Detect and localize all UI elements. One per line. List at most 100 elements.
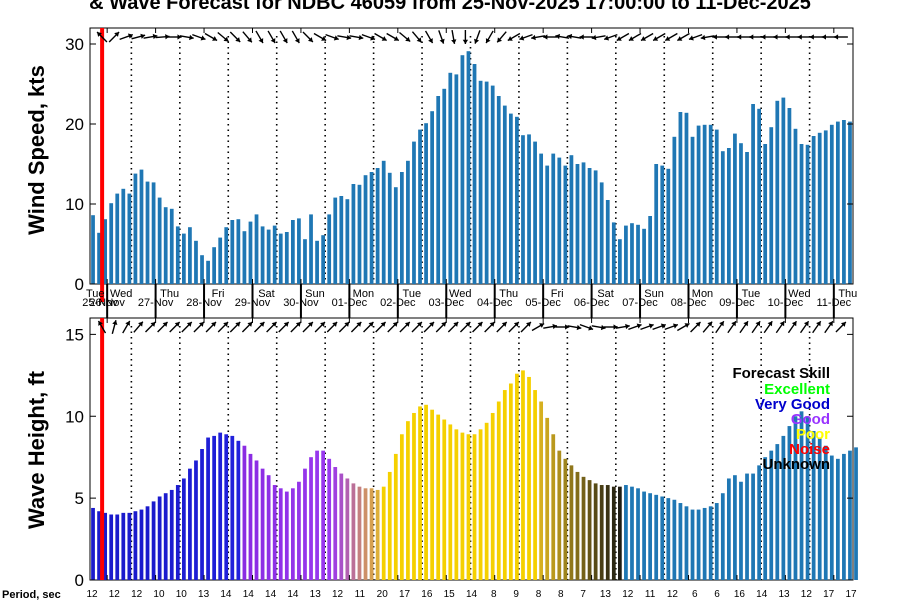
wind-direction-arrow [567, 33, 582, 40]
wind-bar [284, 232, 289, 284]
wind-direction-arrow [192, 33, 206, 41]
wave-direction-arrow [543, 323, 558, 330]
wind-bar [496, 96, 501, 284]
wave-bar [145, 506, 150, 580]
wave-direction-arrow [338, 321, 350, 333]
wind-arrow-head [579, 34, 584, 40]
wind-direction-arrow [229, 31, 241, 43]
wind-arrow-head [821, 34, 826, 40]
wave-bar [448, 424, 453, 580]
wind-bar [593, 170, 598, 284]
wind-bar [636, 224, 640, 284]
wind-bar [714, 129, 719, 284]
wave-direction-arrow [241, 321, 253, 333]
wave-arrow-head [344, 322, 350, 327]
wave-arrow-head [247, 322, 253, 327]
wave-arrow-head [565, 324, 570, 330]
wave-bar [787, 426, 792, 580]
period-value: 14 [220, 589, 232, 600]
day-dow-label: Tue [403, 288, 422, 300]
wind-bar [224, 227, 229, 284]
wind-direction-arrow [616, 32, 630, 42]
wave-direction-arrow [157, 321, 169, 333]
wave-direction-arrow [664, 323, 679, 331]
wind-arrow-head [462, 39, 469, 44]
wind-direction-arrow [809, 34, 824, 40]
period-value: 12 [131, 589, 143, 600]
wave-bar [115, 514, 120, 580]
period-value: 11 [645, 589, 656, 600]
wind-bar [387, 172, 392, 284]
wave-arrow-head [150, 322, 156, 327]
wave-direction-arrow [181, 321, 193, 333]
wave-bar [660, 496, 665, 580]
wave-bar [309, 457, 313, 580]
wave-direction-arrow [217, 321, 229, 333]
wave-y-label: Wave Height, ft [24, 370, 49, 529]
wave-direction-arrow [763, 320, 773, 334]
day-dow-label: Thu [838, 288, 857, 300]
wind-arrow-head [797, 34, 802, 40]
wave-direction-arrow [484, 321, 496, 333]
wind-bar [466, 51, 471, 285]
wave-bar [496, 401, 501, 580]
period-value: 14 [466, 589, 478, 600]
wind-bar [381, 160, 386, 284]
wind-direction-arrow [411, 31, 422, 43]
period-value: 6 [692, 589, 698, 600]
wind-bar [278, 233, 283, 284]
wave-arrow-head [417, 322, 422, 327]
wind-bar [91, 215, 95, 284]
wave-arrow-head [539, 323, 545, 328]
wave-bar [745, 473, 749, 580]
wind-bar [660, 165, 665, 284]
wind-bar [163, 207, 168, 284]
wind-direction-arrow [700, 34, 715, 41]
wave-arrow-head [380, 322, 386, 327]
wind-arrow-head [604, 35, 610, 41]
wave-bar [593, 483, 598, 580]
wind-direction-arrow [519, 33, 533, 41]
legend-entry: Unknown [763, 456, 831, 473]
wind-arrow-head [567, 33, 573, 40]
wave-bar [169, 489, 174, 580]
wind-arrow-head [712, 34, 717, 40]
wind-arrow-head [358, 34, 364, 41]
period-value: 12 [332, 589, 344, 600]
wind-bar [436, 96, 441, 284]
wave-bar [829, 455, 834, 580]
wind-bar [290, 220, 295, 284]
wind-arrow-head [761, 34, 766, 40]
wave-bar [230, 435, 235, 580]
wave-arrow-head [791, 321, 797, 327]
wind-bar [557, 157, 562, 284]
period-value: 13 [198, 589, 210, 600]
wind-bar [345, 199, 350, 284]
wave-bar [103, 512, 108, 580]
wave-bar [690, 509, 695, 580]
wind-bar [726, 148, 731, 284]
wind-bar [115, 193, 120, 284]
wind-bar [563, 165, 568, 284]
wind-direction-arrow [485, 30, 494, 44]
wave-bar [684, 506, 689, 580]
wave-direction-arrow [824, 320, 834, 334]
wave-arrow-head [138, 321, 143, 327]
wind-direction-arrow [543, 34, 558, 40]
wind-direction-arrow [677, 32, 690, 42]
wave-arrow-head [98, 320, 103, 326]
wind-arrow-head [346, 34, 352, 41]
wave-bar [708, 506, 713, 580]
wind-arrow-head [439, 38, 445, 44]
wind-bar [581, 162, 586, 284]
wave-bar [781, 435, 786, 580]
wind-bar [842, 120, 846, 284]
wind-arrow-head [700, 34, 706, 41]
wave-direction-arrow [591, 324, 606, 331]
wind-bar [484, 81, 489, 284]
wind-bar [266, 229, 271, 284]
wind-bar [696, 125, 701, 284]
wind-arrow-head [416, 37, 422, 43]
wave-arrow-head [588, 325, 594, 331]
wave-direction-arrow [145, 321, 156, 333]
